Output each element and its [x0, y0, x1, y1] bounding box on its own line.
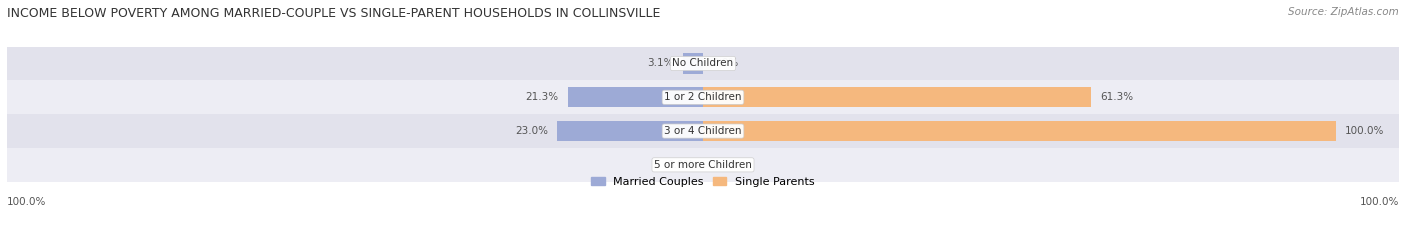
- Text: 5 or more Children: 5 or more Children: [654, 160, 752, 170]
- Text: 1 or 2 Children: 1 or 2 Children: [664, 92, 742, 102]
- Text: No Children: No Children: [672, 58, 734, 69]
- Bar: [7, 148, 1399, 182]
- Bar: [7, 47, 1399, 80]
- Text: 100.0%: 100.0%: [1346, 126, 1385, 136]
- Bar: [703, 87, 1091, 107]
- Legend: Married Couples, Single Parents: Married Couples, Single Parents: [592, 177, 814, 187]
- Text: 0.0%: 0.0%: [713, 58, 738, 69]
- Bar: [703, 121, 1336, 141]
- Text: 100.0%: 100.0%: [7, 197, 46, 207]
- Bar: [568, 87, 703, 107]
- Text: 23.0%: 23.0%: [515, 126, 548, 136]
- Text: Source: ZipAtlas.com: Source: ZipAtlas.com: [1288, 7, 1399, 17]
- Text: 3 or 4 Children: 3 or 4 Children: [664, 126, 742, 136]
- Text: 61.3%: 61.3%: [1101, 92, 1133, 102]
- Text: INCOME BELOW POVERTY AMONG MARRIED-COUPLE VS SINGLE-PARENT HOUSEHOLDS IN COLLINS: INCOME BELOW POVERTY AMONG MARRIED-COUPL…: [7, 7, 661, 20]
- Bar: [7, 80, 1399, 114]
- Text: 100.0%: 100.0%: [1360, 197, 1399, 207]
- Bar: [7, 114, 1399, 148]
- Text: 0.0%: 0.0%: [713, 160, 738, 170]
- Text: 0.0%: 0.0%: [668, 160, 693, 170]
- Text: 3.1%: 3.1%: [647, 58, 673, 69]
- Bar: [683, 53, 703, 74]
- Bar: [558, 121, 703, 141]
- Text: 21.3%: 21.3%: [526, 92, 558, 102]
